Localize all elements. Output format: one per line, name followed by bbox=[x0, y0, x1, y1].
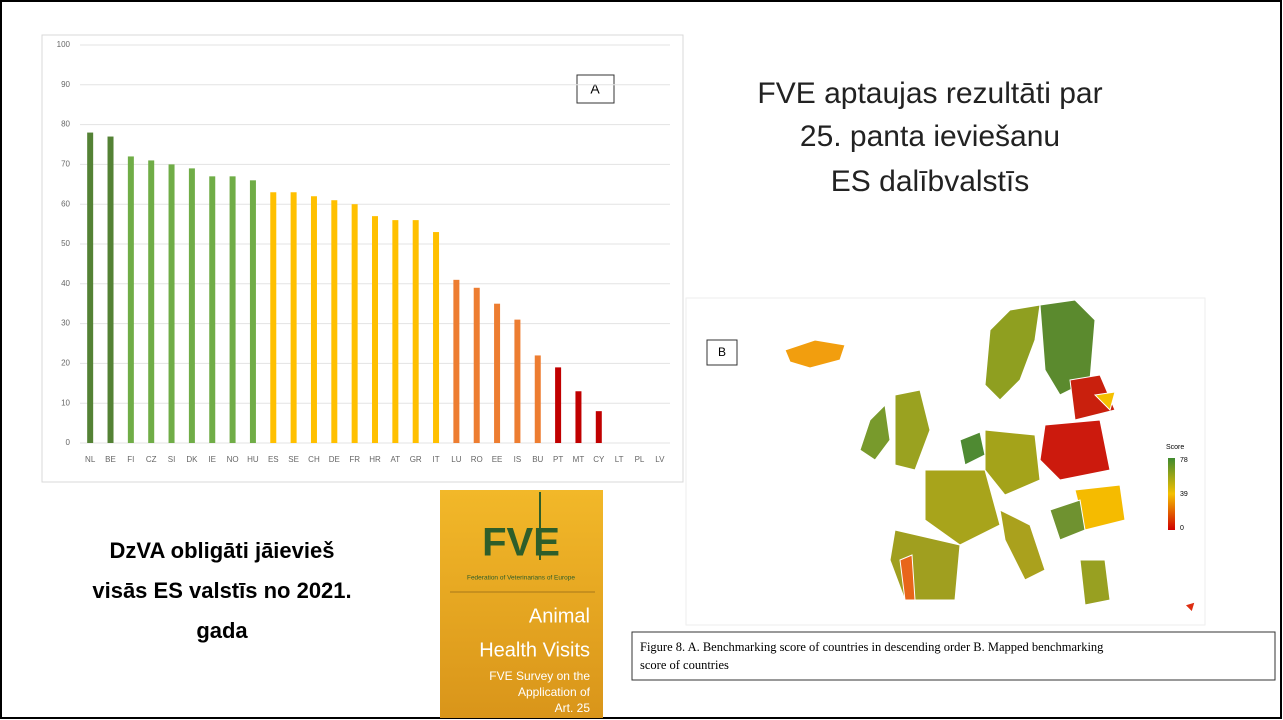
legend-title: Score bbox=[1166, 444, 1184, 451]
x-tick-label: LT bbox=[615, 455, 624, 464]
caption: Figure 8. A. Benchmarking score of count… bbox=[640, 640, 1104, 654]
bar bbox=[473, 287, 480, 443]
bar bbox=[433, 232, 440, 443]
cover-subtitle: FVE Survey on the bbox=[489, 669, 590, 683]
y-tick-label: 30 bbox=[61, 319, 70, 328]
caption-box bbox=[631, 631, 1276, 681]
note: DzVA obligāti jāievieš bbox=[110, 538, 335, 563]
x-tick-label: CY bbox=[593, 455, 605, 464]
bar bbox=[351, 204, 358, 443]
map-shapes bbox=[784, 299, 1196, 613]
bar bbox=[249, 180, 256, 443]
bar bbox=[168, 164, 175, 443]
y-tick-label: 10 bbox=[61, 398, 70, 407]
bar bbox=[148, 160, 155, 444]
legend-gradient bbox=[1168, 458, 1175, 530]
x-tick-label: LV bbox=[655, 455, 665, 464]
x-tick-label: IE bbox=[208, 455, 216, 464]
x-tick-label: FR bbox=[349, 455, 360, 464]
cover-logo: FVE bbox=[482, 521, 560, 565]
x-tick-label: BE bbox=[105, 455, 116, 464]
bar bbox=[534, 355, 541, 443]
cover-org: Federation of Veterinarians of Europe bbox=[467, 575, 575, 582]
x-tick-label: IS bbox=[514, 455, 522, 464]
legend-label: 0 bbox=[1180, 525, 1184, 532]
bar bbox=[575, 391, 582, 443]
bar bbox=[188, 168, 195, 443]
y-tick-label: 20 bbox=[61, 359, 70, 368]
bar bbox=[372, 216, 378, 443]
bar bbox=[107, 136, 114, 444]
x-tick-label: LU bbox=[451, 455, 461, 464]
bar bbox=[87, 132, 94, 443]
x-tick-label: PL bbox=[635, 455, 645, 464]
panel-label: A bbox=[590, 81, 600, 97]
bar bbox=[290, 192, 297, 443]
x-tick-label: AT bbox=[391, 455, 401, 464]
x-tick-label: IT bbox=[432, 455, 439, 464]
x-tick-label: SE bbox=[288, 455, 299, 464]
note: gada bbox=[196, 618, 248, 643]
x-tick-label: HR bbox=[369, 455, 381, 464]
bar bbox=[453, 279, 460, 443]
cover-title: Animal bbox=[529, 605, 590, 627]
y-tick-label: 50 bbox=[61, 239, 70, 248]
bar bbox=[127, 156, 134, 443]
bar bbox=[310, 196, 317, 443]
bar bbox=[412, 220, 419, 443]
cover-subtitle: Application of bbox=[518, 685, 591, 699]
bar bbox=[209, 176, 216, 443]
x-tick-label: DK bbox=[186, 455, 198, 464]
x-tick-label: RO bbox=[471, 455, 483, 464]
y-tick-label: 40 bbox=[61, 279, 70, 288]
x-tick-label: FI bbox=[127, 455, 134, 464]
x-tick-label: CH bbox=[308, 455, 320, 464]
x-tick-label: BU bbox=[532, 455, 543, 464]
y-tick-label: 60 bbox=[61, 199, 70, 208]
bar bbox=[514, 319, 521, 443]
y-tick-label: 70 bbox=[61, 160, 70, 169]
legend-label: 78 bbox=[1180, 457, 1188, 464]
bar bbox=[392, 220, 399, 443]
cover-title: Health Visits bbox=[479, 639, 590, 661]
bar bbox=[555, 367, 562, 443]
x-tick-label: DE bbox=[329, 455, 340, 464]
x-tick-label: HU bbox=[247, 455, 259, 464]
map-label-box bbox=[706, 339, 738, 366]
y-tick-label: 100 bbox=[57, 40, 71, 49]
x-tick-label: CZ bbox=[146, 455, 157, 464]
bar bbox=[229, 176, 236, 443]
cover bbox=[440, 490, 603, 718]
bar bbox=[331, 200, 338, 443]
note: visās ES valstīs no 2021. bbox=[92, 578, 351, 603]
panel-label-box bbox=[576, 74, 615, 104]
x-tick-label: EE bbox=[492, 455, 503, 464]
caption: score of countries bbox=[640, 658, 729, 672]
y-tick-label: 0 bbox=[66, 438, 71, 447]
map-label: B bbox=[718, 345, 726, 359]
y-tick-label: 80 bbox=[61, 120, 70, 129]
x-tick-label: SI bbox=[168, 455, 176, 464]
x-tick-label: ES bbox=[268, 455, 279, 464]
legend-label: 39 bbox=[1180, 491, 1188, 498]
y-tick-label: 90 bbox=[61, 80, 70, 89]
bar bbox=[595, 411, 602, 443]
x-tick-label: MT bbox=[573, 455, 585, 464]
slide-title: FVE aptaujas rezultāti par bbox=[757, 77, 1102, 110]
slide-title: 25. panta ieviešanu bbox=[800, 120, 1060, 153]
x-tick-label: GR bbox=[410, 455, 422, 464]
bar bbox=[494, 303, 501, 443]
x-tick-label: PT bbox=[553, 455, 563, 464]
x-tick-label: NO bbox=[227, 455, 239, 464]
x-tick-label: NL bbox=[85, 455, 96, 464]
cover-subtitle: Art. 25 bbox=[555, 701, 591, 715]
slide-title: ES dalībvalstīs bbox=[831, 165, 1029, 198]
bar bbox=[270, 192, 277, 443]
